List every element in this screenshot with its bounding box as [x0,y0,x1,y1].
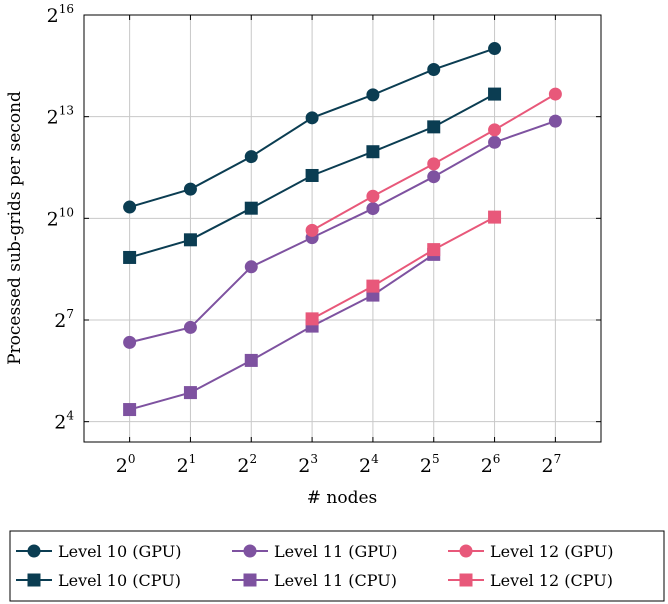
legend-swatch-marker [459,544,473,558]
legend-label: Level 10 (CPU) [58,571,181,590]
data-point [366,145,380,159]
data-point [305,111,319,125]
data-point [427,120,441,134]
data-point [427,157,441,171]
series-line [129,120,556,344]
data-point [183,320,197,334]
series-line [129,253,435,411]
legend-items: Level 10 (GPU) Level 11 (GPU) Level 12 (GP… [16,542,613,590]
data-point [548,87,562,101]
grid [84,14,601,442]
plot-frame [83,14,602,443]
y-tick-label: 216 [47,2,74,27]
legend-entry: Level 11 (CPU) [232,571,397,590]
legend-swatch-marker [459,573,473,587]
y-tick-label: 213 [47,104,74,129]
legend-entry: Level 11 (GPU) [232,542,397,561]
data-point [244,260,258,274]
data-point [183,386,197,400]
x-axis-title: # nodes [307,488,378,508]
data-point [305,168,319,182]
data-point [183,182,197,196]
data-point [548,114,562,128]
series-level-12-gpu [305,87,562,237]
data-point [488,123,502,137]
legend-label: Level 11 (CPU) [274,571,397,590]
series-level-11-gpu [123,114,562,349]
series-level-10-gpu [123,42,502,214]
x-tick-label: 25 [420,452,440,477]
data-point [427,62,441,76]
data-point [366,279,380,293]
legend-entry: Level 12 (CPU) [448,571,613,590]
x-tick-label: 22 [237,452,257,477]
x-axis-ticks: 20 21 22 23 24 25 26 27 [116,15,561,477]
data-point [427,243,441,257]
data-point [366,202,380,216]
data-point [244,150,258,164]
x-tick-label: 26 [481,452,501,477]
data-point [305,223,319,237]
y-axis-title: Processed sub-grids per second [5,91,25,365]
legend-frame [9,530,665,602]
legend-label: Level 12 (CPU) [490,571,613,590]
data-point [427,170,441,184]
data-point [366,189,380,203]
series-line [311,216,496,320]
data-point [123,335,137,349]
data-point [244,201,258,215]
legend-entry: Level 10 (GPU) [16,542,181,561]
legend-label: Level 10 (GPU) [58,542,181,561]
data-point [366,88,380,102]
y-tick-label: 24 [54,409,74,434]
x-tick-label: 24 [359,452,379,477]
data-point [183,233,197,247]
data-point [488,210,502,224]
legend: Level 10 (GPU) Level 11 (GPU) Level 12 (GP… [9,530,665,602]
y-tick-label: 27 [54,307,74,332]
x-tick-label: 21 [177,452,197,477]
series-level-10-cpu [123,87,502,264]
legend-swatch-marker [27,544,41,558]
legend-swatch-marker [243,544,257,558]
data-point [244,353,258,367]
data-point [488,42,502,56]
legend-swatch-marker [243,573,257,587]
data-point [123,200,137,214]
data-point [488,87,502,101]
legend-label: Level 11 (GPU) [274,542,397,561]
series-layer [123,42,562,417]
data-point [123,403,137,417]
legend-entry: Level 10 (CPU) [16,571,181,590]
y-tick-label: 210 [47,205,74,230]
x-tick-label: 23 [298,452,318,477]
data-point [488,135,502,149]
y-axis-ticks: 24 27 210 213 216 [47,2,601,434]
data-point [123,250,137,264]
x-tick-label: 27 [542,452,562,477]
data-point [305,312,319,326]
legend-swatch-marker [27,573,41,587]
legend-entry: Level 12 (GPU) [448,542,613,561]
x-tick-label: 20 [116,452,136,477]
series-level-12-cpu [305,210,502,326]
legend-label: Level 12 (GPU) [490,542,613,561]
